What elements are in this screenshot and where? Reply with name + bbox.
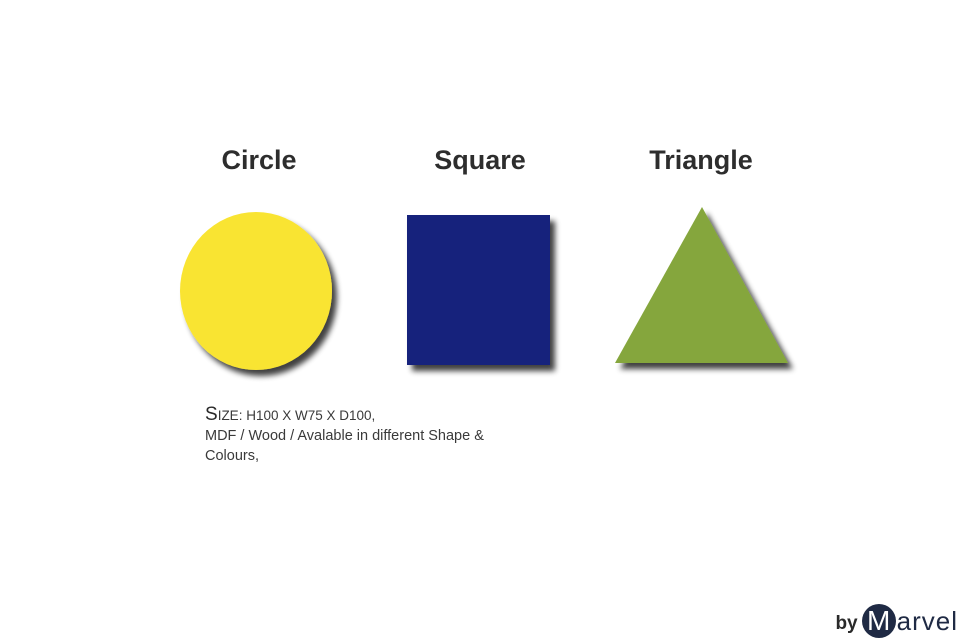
circle-fill — [180, 212, 332, 370]
circle-shape — [180, 212, 332, 370]
square-title: Square — [434, 145, 526, 175]
square-shape — [407, 215, 550, 365]
material-line: MDF / Wood / Avalable in different Shape… — [205, 428, 484, 444]
triangle-shape — [615, 207, 788, 363]
square-fill — [407, 215, 550, 365]
product-description: Size: H100 X W75 X D100, MDF / Wood / Av… — [205, 405, 605, 466]
size-text: ize: H100 X W75 X D100, — [217, 408, 376, 423]
triangle-fill — [615, 207, 788, 363]
brand-logo: by M arvel — [835, 598, 958, 638]
brand-by: by — [835, 613, 858, 634]
triangle-title: Triangle — [649, 145, 753, 175]
brand-name: arvel — [896, 606, 958, 636]
colours-line: Colours, — [205, 448, 259, 464]
size-initial: S — [205, 404, 218, 425]
circle-title: Circle — [221, 145, 297, 175]
size-line: Size: H100 X W75 X D100, — [205, 405, 605, 426]
brand-initial-badge: M — [861, 604, 896, 638]
